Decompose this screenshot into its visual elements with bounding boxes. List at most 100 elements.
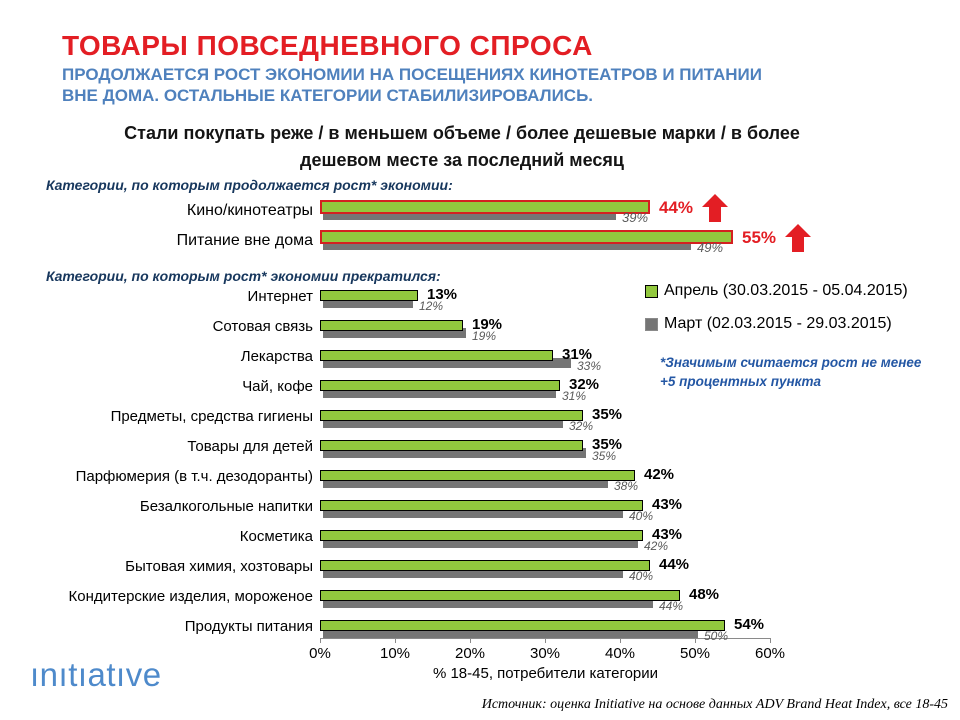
section-stopped-label: Категории, по которым рост* экономии пре… xyxy=(46,268,441,284)
march-bar xyxy=(323,358,571,368)
category-label: Товары для детей xyxy=(187,438,313,455)
category-label: Питание вне дома xyxy=(176,232,313,249)
april-value-label: 44% xyxy=(659,198,694,217)
x-axis-tick-label: 30% xyxy=(529,645,561,662)
x-axis-tick xyxy=(620,638,621,643)
x-axis-tick-label: 0% xyxy=(309,645,331,662)
april-bar xyxy=(320,380,560,391)
source-note: Источник: оценка Initiative на основе да… xyxy=(481,697,948,712)
march-value-label: 35% xyxy=(592,449,617,463)
legend-march-swatch xyxy=(645,317,658,331)
march-value-label: 32% xyxy=(569,419,594,433)
march-bar xyxy=(323,418,563,428)
april-bar xyxy=(320,410,583,421)
april-bar xyxy=(320,500,643,511)
march-value-label: 42% xyxy=(644,539,669,553)
april-value-label: 48% xyxy=(689,586,720,603)
april-bar xyxy=(320,440,583,451)
legend-march-label: Март (02.03.2015 - 29.03.2015) xyxy=(664,315,892,332)
march-value-label: 19% xyxy=(472,329,497,343)
april-bar xyxy=(320,470,635,481)
category-label: Предметы, средства гигиены xyxy=(110,408,313,425)
march-value-label: 31% xyxy=(562,389,587,403)
april-bar xyxy=(320,530,643,541)
x-axis-tick-label: 20% xyxy=(454,645,486,662)
march-bar xyxy=(323,478,608,488)
significance-footnote: *Значимым считается рост не менее +5 про… xyxy=(660,355,922,389)
april-value-label: 31% xyxy=(562,346,593,363)
x-axis-tick-label: 40% xyxy=(604,645,636,662)
category-label: Безалкогольные напитки xyxy=(139,498,313,515)
category-label: Косметика xyxy=(239,528,313,545)
march-bar xyxy=(323,568,623,578)
section-growing-label: Категории, по которым продолжается рост*… xyxy=(46,177,453,193)
april-value-label: 32% xyxy=(569,376,600,393)
category-label: Лекарства xyxy=(240,348,313,365)
march-bar xyxy=(323,508,623,518)
march-bar xyxy=(323,448,586,458)
initiative-logo: ınıtıatıve xyxy=(30,656,162,693)
march-value-label: 38% xyxy=(614,479,639,493)
april-value-label: 42% xyxy=(644,466,675,483)
category-label: Интернет xyxy=(247,288,313,305)
march-bar xyxy=(323,628,698,638)
march-bar xyxy=(323,298,413,308)
march-bar xyxy=(323,210,616,220)
march-bar xyxy=(323,328,466,338)
x-axis-tick-label: 10% xyxy=(379,645,411,662)
category-label: Чай, кофе xyxy=(242,378,313,395)
page-title: ТОВАРЫ ПОВСЕДНЕВНОГО СПРОСА xyxy=(62,30,593,61)
legend-april-swatch xyxy=(645,284,658,298)
april-bar xyxy=(320,590,680,601)
category-label: Бытовая химия, хозтовары xyxy=(125,558,313,575)
x-axis-title: % 18-45, потребители категории xyxy=(432,665,659,682)
april-value-label: 19% xyxy=(472,316,503,333)
up-arrow-icon xyxy=(785,224,811,257)
april-value-label: 13% xyxy=(427,286,458,303)
x-axis-tick xyxy=(470,638,471,643)
category-label: Продукты питания xyxy=(184,618,313,635)
march-bar xyxy=(323,388,556,398)
x-axis-tick xyxy=(695,638,696,643)
legend-april-label: Апрель (30.03.2015 - 05.04.2015) xyxy=(664,282,908,299)
april-bar xyxy=(320,230,733,244)
april-bar xyxy=(320,320,463,331)
april-bar xyxy=(320,620,725,631)
april-value-label: 35% xyxy=(592,406,623,423)
legend: Апрель (30.03.2015 - 05.04.2015) Март (0… xyxy=(645,282,908,348)
category-label: Сотовая связь xyxy=(212,318,313,335)
april-bar xyxy=(320,200,650,214)
march-value-label: 40% xyxy=(629,509,654,523)
x-axis-tick-label: 60% xyxy=(754,645,786,662)
april-value-label: 44% xyxy=(659,556,690,573)
up-arrow-icon xyxy=(702,194,728,227)
march-value-label: 49% xyxy=(697,240,724,255)
march-value-label: 44% xyxy=(659,599,684,613)
april-value-label: 55% xyxy=(742,228,777,247)
april-value-label: 43% xyxy=(652,526,683,543)
x-axis-tick xyxy=(770,638,771,643)
march-value-label: 50% xyxy=(704,629,729,643)
march-bar xyxy=(323,240,691,250)
page-subtitle: ПРОДОЛЖАЕТСЯ РОСТ ЭКОНОМИИ НА ПОСЕЩЕНИЯХ… xyxy=(62,65,762,105)
march-value-label: 33% xyxy=(577,359,602,373)
legend-item-april: Апрель (30.03.2015 - 05.04.2015) xyxy=(645,282,908,300)
legend-item-march: Март (02.03.2015 - 29.03.2015) xyxy=(645,315,908,333)
x-axis-tick xyxy=(395,638,396,643)
march-value-label: 40% xyxy=(629,569,654,583)
march-value-label: 39% xyxy=(622,210,649,225)
category-label: Кондитерские изделия, мороженое xyxy=(68,588,313,605)
april-value-label: 43% xyxy=(652,496,683,513)
chart-question-header: Стали покупать реже / в меньшем объеме /… xyxy=(124,123,800,170)
march-value-label: 12% xyxy=(419,299,444,313)
march-bar xyxy=(323,598,653,608)
april-bar xyxy=(320,350,553,361)
april-bar xyxy=(320,560,650,571)
april-value-label: 35% xyxy=(592,436,623,453)
category-label: Кино/кинотеатры xyxy=(186,202,313,219)
march-bar xyxy=(323,538,638,548)
april-value-label: 54% xyxy=(734,616,765,633)
x-axis-tick xyxy=(545,638,546,643)
x-axis-tick xyxy=(320,638,321,643)
